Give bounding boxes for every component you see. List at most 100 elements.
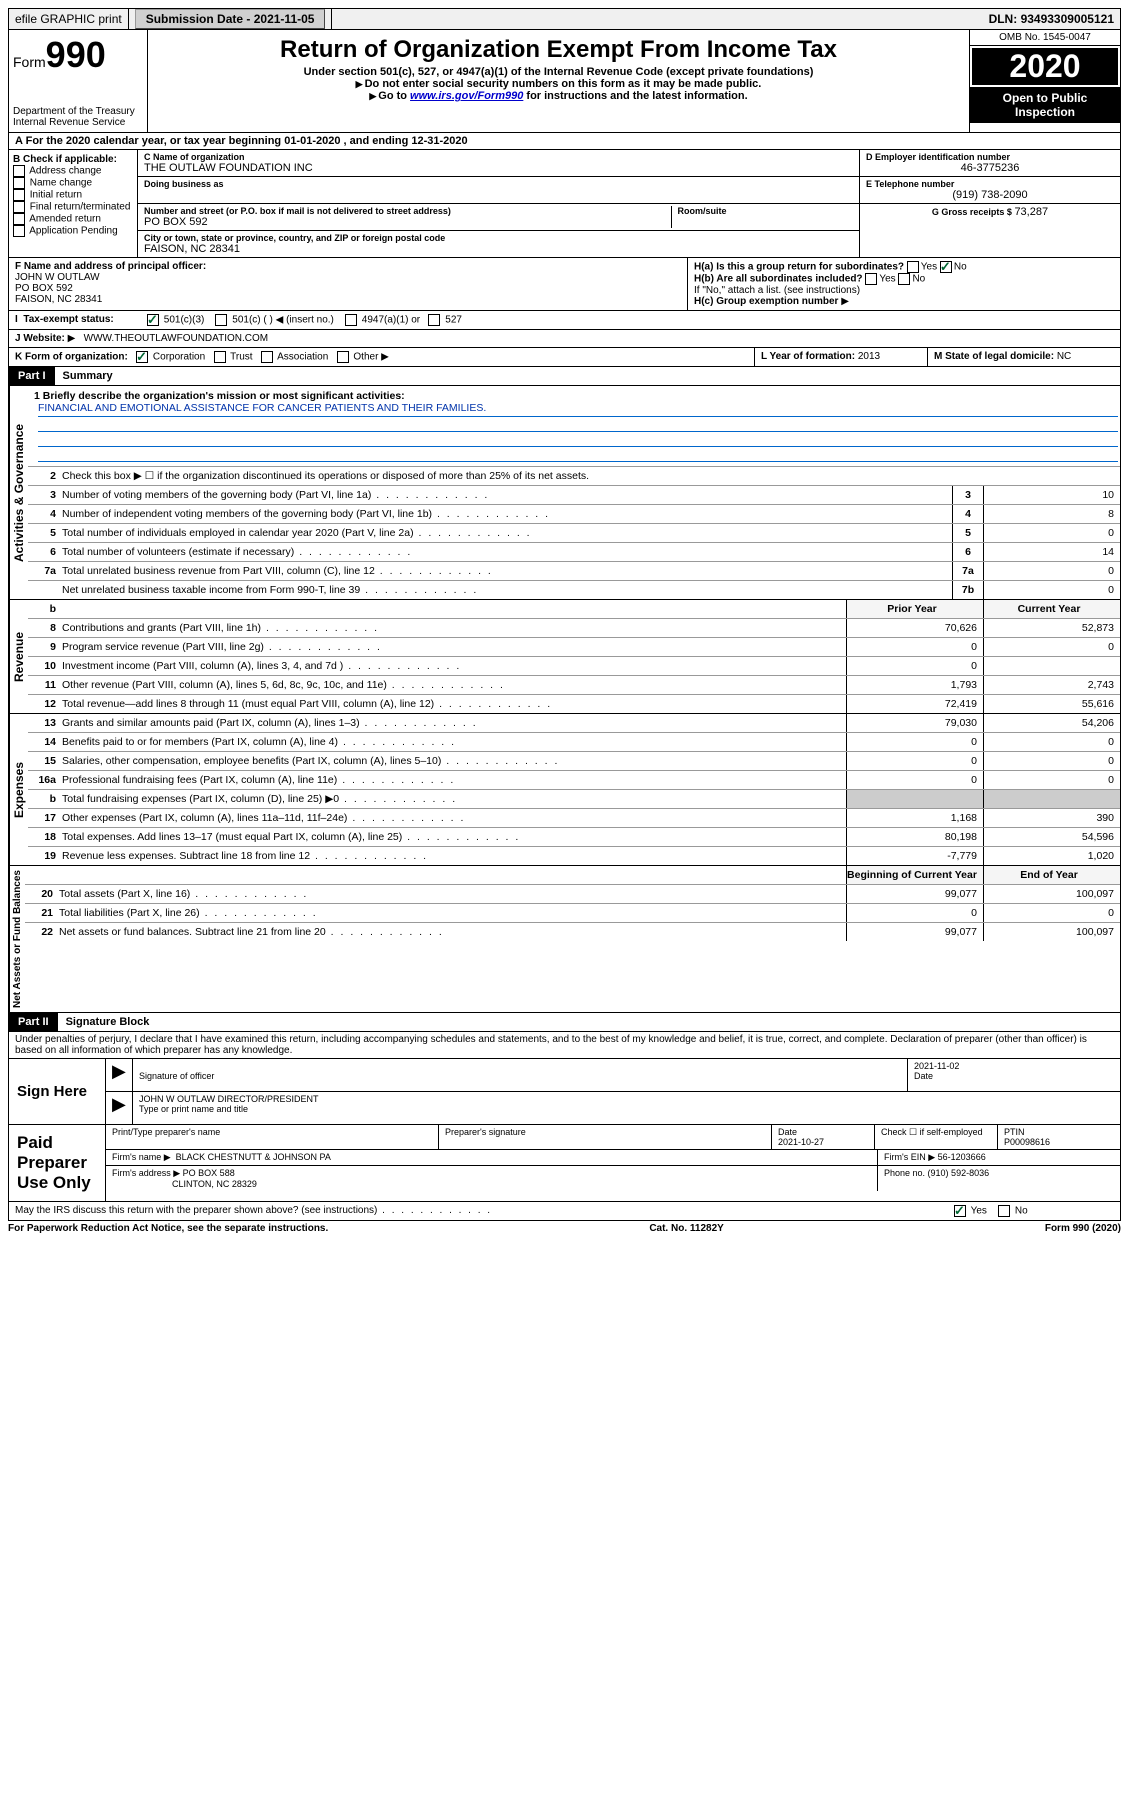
expense-line: 18Total expenses. Add lines 13–17 (must … [28, 828, 1120, 847]
governance-line: 6Total number of volunteers (estimate if… [28, 543, 1120, 562]
inspection-label: Open to Public Inspection [970, 87, 1120, 123]
prior-year-hdr: Prior Year [846, 600, 983, 618]
firm-phone-value: (910) 592-8036 [928, 1168, 990, 1178]
box-h: H(a) Is this a group return for subordin… [688, 258, 1120, 310]
firm-name-label: Firm's name ▶ [112, 1152, 171, 1162]
form-subtitle: Under section 501(c), 527, or 4947(a)(1)… [154, 66, 963, 78]
box-b-item: Initial return [13, 189, 133, 201]
sig-arrow-icon: ▶ [106, 1092, 133, 1124]
footer-mid: Cat. No. 11282Y [649, 1223, 723, 1234]
room-label: Room/suite [678, 206, 854, 216]
officer-typed-name: JOHN W OUTLAW DIRECTOR/PRESIDENT [139, 1094, 319, 1104]
summary-expenses: Expenses 13Grants and similar amounts pa… [8, 714, 1121, 866]
hb-note: If "No," attach a list. (see instruction… [694, 285, 1114, 296]
box-b-check[interactable] [13, 165, 25, 177]
discuss-yes-check[interactable] [954, 1205, 966, 1217]
box-d-e-g: D Employer identification number 46-3775… [859, 150, 1120, 257]
governance-line: 4Number of independent voting members of… [28, 505, 1120, 524]
end-year-hdr: End of Year [983, 866, 1120, 884]
box-b-check[interactable] [13, 213, 25, 225]
ha-no-check[interactable] [940, 261, 952, 273]
expense-line: 17Other expenses (Part IX, column (A), l… [28, 809, 1120, 828]
tax-status-label: Tax-exempt status: [23, 314, 113, 325]
hb-no-check[interactable] [898, 273, 910, 285]
firm-ein-label: Firm's EIN ▶ [884, 1152, 935, 1162]
527-check[interactable] [428, 314, 440, 326]
discuss-no-check[interactable] [998, 1205, 1010, 1217]
box-b-item: Name change [13, 177, 133, 189]
line-a: A For the 2020 calendar year, or tax yea… [8, 133, 1121, 150]
firm-phone-label: Phone no. [884, 1168, 928, 1178]
trust-check[interactable] [214, 351, 226, 363]
dln: DLN: 93493309005121 [983, 9, 1120, 29]
box-b-item: Application Pending [13, 225, 133, 237]
box-b-check[interactable] [13, 225, 25, 237]
paid-prep-label: Paid Preparer Use Only [9, 1125, 106, 1201]
net-line: 20Total assets (Part X, line 16)99,07710… [25, 885, 1120, 904]
expense-line: 15Salaries, other compensation, employee… [28, 752, 1120, 771]
box-b-item: Address change [13, 165, 133, 177]
discuss-text: May the IRS discuss this return with the… [15, 1205, 492, 1216]
part1-title: Summary [55, 368, 121, 384]
box-b-check[interactable] [13, 177, 25, 189]
omb-number: OMB No. 1545-0047 [970, 30, 1120, 46]
expense-line: 19Revenue less expenses. Subtract line 1… [28, 847, 1120, 865]
row-klm: K Form of organization: Corporation Trus… [8, 348, 1121, 367]
header-left: Form990 Department of the Treasury Inter… [9, 30, 148, 132]
year-form-value: 2013 [858, 351, 880, 362]
revenue-line: 10Investment income (Part VIII, column (… [28, 657, 1120, 676]
paid-preparer-section: Paid Preparer Use Only Print/Type prepar… [8, 1125, 1121, 1202]
form-title: Return of Organization Exempt From Incom… [154, 36, 963, 64]
governance-vert-label: Activities & Governance [9, 386, 28, 599]
instructions-link[interactable]: www.irs.gov/Form990 [410, 90, 523, 102]
ha-yes-check[interactable] [907, 261, 919, 273]
expenses-vert-label: Expenses [9, 714, 28, 865]
officer-label: F Name and address of principal officer: [15, 261, 681, 272]
501c3-check[interactable] [147, 314, 159, 326]
revenue-vert-label: Revenue [9, 600, 28, 713]
submission-date: Submission Date - 2021-11-05 [129, 9, 333, 29]
year-form-label: L Year of formation: [761, 351, 858, 362]
expense-line: 16aProfessional fundraising fees (Part I… [28, 771, 1120, 790]
dept-label: Department of the Treasury Internal Reve… [13, 106, 143, 128]
self-emp-check[interactable]: Check ☐ if self-employed [875, 1125, 998, 1149]
part2-label: Part II [9, 1013, 58, 1031]
footer-left: For Paperwork Reduction Act Notice, see … [8, 1223, 328, 1234]
assoc-check[interactable] [261, 351, 273, 363]
governance-line: 7aTotal unrelated business revenue from … [28, 562, 1120, 581]
revenue-line: 11Other revenue (Part VIII, column (A), … [28, 676, 1120, 695]
page-footer: For Paperwork Reduction Act Notice, see … [8, 1221, 1121, 1234]
curr-year-hdr: Current Year [983, 600, 1120, 618]
ein-value: 46-3775236 [866, 162, 1114, 174]
net-line: 22Net assets or fund balances. Subtract … [25, 923, 1120, 941]
expense-line: bTotal fundraising expenses (Part IX, co… [28, 790, 1120, 809]
phone-value: (919) 738-2090 [866, 189, 1114, 201]
mission-label: 1 Briefly describe the organization's mi… [34, 390, 405, 402]
box-b-check[interactable] [13, 189, 25, 201]
other-check[interactable] [337, 351, 349, 363]
website-label: J Website: [15, 333, 65, 344]
part2-bar: Part II Signature Block [8, 1013, 1121, 1032]
box-b-item: Amended return [13, 213, 133, 225]
form-label: Form [13, 54, 46, 70]
sign-here-label: Sign Here [9, 1059, 106, 1124]
box-b: B Check if applicable: Address change Na… [9, 150, 138, 257]
hb-label: H(b) Are all subordinates included? [694, 274, 863, 285]
corp-check[interactable] [136, 351, 148, 363]
governance-line: 5Total number of individuals employed in… [28, 524, 1120, 543]
form-number: 990 [46, 34, 106, 75]
tax-year: 2020 [970, 46, 1120, 87]
summary-revenue: Revenue b Prior Year Current Year 8Contr… [8, 600, 1121, 714]
hb-yes-check[interactable] [865, 273, 877, 285]
501c-check[interactable] [215, 314, 227, 326]
sub-date-btn[interactable]: Submission Date - 2021-11-05 [135, 9, 326, 29]
box-b-check[interactable] [13, 201, 25, 213]
addr-value: PO BOX 592 [144, 216, 671, 228]
revenue-line: 12Total revenue—add lines 8 through 11 (… [28, 695, 1120, 713]
top-bar: efile GRAPHIC print Submission Date - 20… [8, 8, 1121, 30]
4947-check[interactable] [345, 314, 357, 326]
discuss-row: May the IRS discuss this return with the… [8, 1202, 1121, 1221]
gross-value: 73,287 [1014, 206, 1048, 218]
dba-label: Doing business as [144, 179, 853, 189]
firm-name-value: BLACK CHESTNUTT & JOHNSON PA [176, 1152, 331, 1162]
